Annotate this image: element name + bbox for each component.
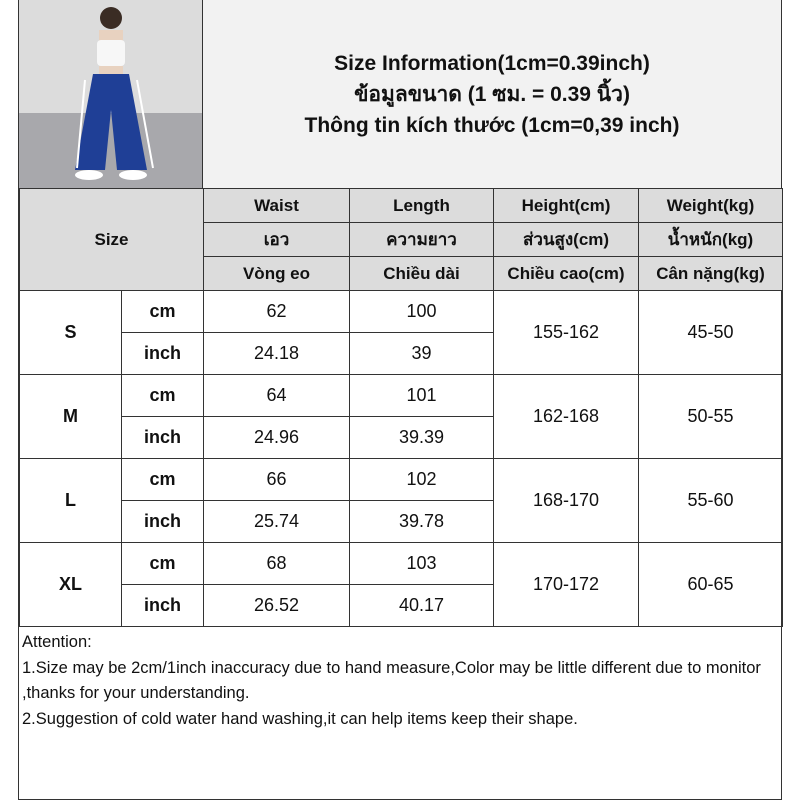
title-vi: Thông tin kích thước (1cm=0,39 inch) [304, 113, 680, 137]
waist-inch: 25.74 [203, 500, 350, 543]
unit-inch: inch [121, 500, 204, 543]
waist-cm: 64 [203, 374, 350, 417]
table-row: M cm 64 101 162-168 50-55 [19, 374, 783, 459]
size-cell: L [19, 458, 122, 543]
col-length-th: ความยาว [349, 222, 494, 257]
length-inch: 40.17 [349, 584, 494, 627]
length-cm: 100 [349, 290, 494, 333]
size-chart: Size Information(1cm=0.39inch) ข้อมูลขนา… [18, 0, 783, 800]
unit-cm: cm [121, 290, 204, 333]
weight-range: 60-65 [638, 542, 783, 627]
length-cm: 103 [349, 542, 494, 585]
unit-cm: cm [121, 374, 204, 417]
length-cm: 102 [349, 458, 494, 501]
title-th: ข้อมูลขนาด (1 ซม. = 0.39 นิ้ว) [354, 82, 630, 106]
height-range: 170-172 [493, 542, 639, 627]
table-row: L cm 66 102 168-170 55-60 [19, 458, 783, 543]
waist-inch: 24.96 [203, 416, 350, 459]
waist-cm: 66 [203, 458, 350, 501]
height-range: 155-162 [493, 290, 639, 375]
unit-cm: cm [121, 542, 204, 585]
col-weight-th: น้ำหนัก(kg) [638, 222, 783, 257]
waist-cm: 62 [203, 290, 350, 333]
header-row-th: เอว ความยาว ส่วนสูง(cm) น้ำหนัก(kg) [20, 222, 783, 257]
length-inch: 39 [349, 332, 494, 375]
weight-range: 50-55 [638, 374, 783, 459]
col-length: Length [349, 188, 494, 223]
weight-range: 45-50 [638, 290, 783, 375]
height-range: 162-168 [493, 374, 639, 459]
table-row: S cm 62 100 155-162 45-50 [19, 290, 783, 375]
header-section: Size Information(1cm=0.39inch) ข้อมูลขนา… [19, 0, 781, 188]
waist-inch: 26.52 [203, 584, 350, 627]
col-length-vi: Chiều dài [349, 256, 494, 291]
table-row: inch 25.74 39.78 [20, 500, 783, 543]
model-wide-leg-pants-image [75, 7, 154, 180]
length-inch: 39.78 [349, 500, 494, 543]
col-weight: Weight(kg) [638, 188, 783, 223]
table-row: XL cm 68 103 170-172 60-65 [19, 542, 783, 627]
attention-note-1: 1.Size may be 2cm/1inch inaccuracy due t… [22, 658, 761, 703]
size-cell: S [19, 290, 122, 375]
attention-note-2: 2.Suggestion of cold water hand washing,… [22, 709, 578, 728]
size-header: Size [19, 188, 204, 291]
attention-title: Attention: [22, 633, 92, 651]
col-waist: Waist [203, 188, 350, 223]
product-photo [19, 0, 203, 188]
col-height-th: ส่วนสูง(cm) [493, 222, 639, 257]
table-row: inch 24.96 39.39 [20, 416, 783, 459]
size-cell: XL [19, 542, 122, 627]
waist-inch: 24.18 [203, 332, 350, 375]
size-table: Size Waist Length Height(cm) Weight(kg) … [19, 188, 783, 627]
col-weight-vi: Cân nặng(kg) [638, 256, 783, 291]
attention-notes: Attention: 1.Size may be 2cm/1inch inacc… [22, 630, 781, 732]
table-row: inch 26.52 40.17 [20, 584, 783, 627]
length-inch: 39.39 [349, 416, 494, 459]
weight-range: 55-60 [638, 458, 783, 543]
header-row-en: Size Waist Length Height(cm) Weight(kg) [19, 188, 783, 291]
waist-cm: 68 [203, 542, 350, 585]
unit-inch: inch [121, 332, 204, 375]
size-cell: M [19, 374, 122, 459]
unit-inch: inch [121, 416, 204, 459]
height-range: 168-170 [493, 458, 639, 543]
unit-inch: inch [121, 584, 204, 627]
col-height-vi: Chiều cao(cm) [493, 256, 639, 291]
size-info-title: Size Information(1cm=0.39inch) ข้อมูลขนา… [203, 0, 781, 188]
col-height: Height(cm) [493, 188, 639, 223]
col-waist-th: เอว [203, 222, 350, 257]
unit-cm: cm [121, 458, 204, 501]
title-en: Size Information(1cm=0.39inch) [334, 51, 650, 75]
col-waist-vi: Vòng eo [203, 256, 350, 291]
length-cm: 101 [349, 374, 494, 417]
